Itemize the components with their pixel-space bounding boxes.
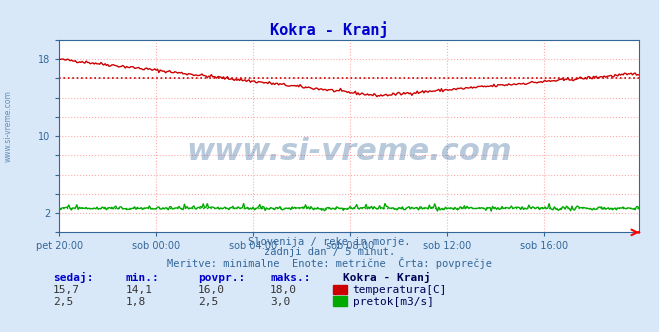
Text: 14,1: 14,1 <box>125 285 152 295</box>
Text: Meritve: minimalne  Enote: metrične  Črta: povprečje: Meritve: minimalne Enote: metrične Črta:… <box>167 257 492 269</box>
Text: sedaj:: sedaj: <box>53 272 93 283</box>
Text: 3,0: 3,0 <box>270 297 291 307</box>
Text: povpr.:: povpr.: <box>198 273 245 283</box>
Text: Kokra - Kranj: Kokra - Kranj <box>270 22 389 39</box>
Text: 2,5: 2,5 <box>53 297 73 307</box>
Text: maks.:: maks.: <box>270 273 310 283</box>
Text: 15,7: 15,7 <box>53 285 80 295</box>
Text: 18,0: 18,0 <box>270 285 297 295</box>
Text: www.si-vreme.com: www.si-vreme.com <box>186 137 512 166</box>
Text: 2,5: 2,5 <box>198 297 218 307</box>
Text: 1,8: 1,8 <box>125 297 146 307</box>
Text: Kokra - Kranj: Kokra - Kranj <box>343 272 430 283</box>
Text: zadnji dan / 5 minut.: zadnji dan / 5 minut. <box>264 247 395 257</box>
Text: temperatura[C]: temperatura[C] <box>353 285 447 295</box>
Text: min.:: min.: <box>125 273 159 283</box>
Text: www.si-vreme.com: www.si-vreme.com <box>3 90 13 162</box>
Text: pretok[m3/s]: pretok[m3/s] <box>353 297 434 307</box>
Text: Slovenija / reke in morje.: Slovenija / reke in morje. <box>248 237 411 247</box>
Text: 16,0: 16,0 <box>198 285 225 295</box>
